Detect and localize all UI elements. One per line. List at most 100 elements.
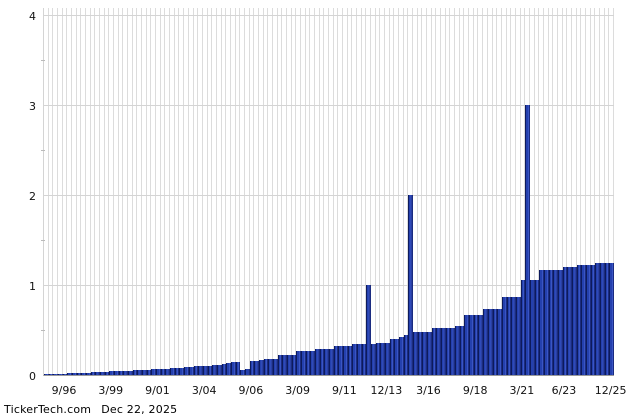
bar-slot-9/04 <box>212 8 217 375</box>
x-gridline <box>612 8 614 375</box>
x-gridline <box>94 8 96 375</box>
dividend-bar-3/22 <box>539 270 544 375</box>
x-gridline <box>206 8 208 375</box>
bar-slot-3/01 <box>146 8 152 375</box>
bar-slot-9/22 <box>548 8 554 375</box>
x-gridline <box>342 8 343 375</box>
dividend-bar-3/19 <box>483 309 488 375</box>
x-gridline <box>253 8 255 375</box>
bar-slot-12/21 <box>534 8 540 375</box>
x-axis: 9/96 3/99 9/01 3/04 9/06 3/09 9/11 12/13 3/16 9/1… <box>43 384 627 400</box>
dividend-bar-6/02 <box>170 368 175 375</box>
dividend-bar-6/98 <box>95 372 101 375</box>
dividend-bar-12/00 <box>142 370 147 375</box>
x-gridline <box>486 8 488 375</box>
bar-slot-6/14 <box>394 8 400 375</box>
bar-slot-3/22 <box>539 8 544 375</box>
y-minor-tick-3.5 <box>41 60 45 61</box>
x-gridline <box>463 8 465 375</box>
x-gridline <box>514 8 516 375</box>
dividend-bar-6/10 <box>319 349 325 375</box>
x-gridline <box>538 8 540 375</box>
x-gridline <box>365 8 367 375</box>
bar-slot-12/08 <box>291 8 297 375</box>
plot-area <box>43 8 614 376</box>
dividend-bar-12/08 <box>291 355 297 375</box>
dividend-bar-9/01 <box>156 369 161 375</box>
dividend-bar-9/00 <box>137 370 143 375</box>
dividend-bar-3/06 <box>240 370 245 375</box>
bar-slot-3/02 <box>165 8 171 375</box>
bar-slot-6/01 <box>151 8 157 375</box>
x-gridline <box>271 8 273 375</box>
x-gridline <box>524 8 526 375</box>
dividend-bar-12/99 <box>123 371 129 375</box>
x-gridline <box>519 8 521 375</box>
x-tick-label-3-09: 3/09 <box>285 384 310 397</box>
dividend-bar-9/03 <box>193 366 199 375</box>
bar-slot-3/07 <box>258 8 264 375</box>
x-gridline <box>472 8 474 375</box>
x-gridline <box>351 8 353 375</box>
x-gridline <box>584 8 586 375</box>
x-gridline <box>47 8 49 375</box>
bar-slot-12/20 <box>515 8 521 375</box>
x-gridline <box>556 8 558 375</box>
bar-slot-6/02 <box>170 8 175 375</box>
dividend-bar-12/16 <box>441 328 446 375</box>
bar-slot-6/21 <box>525 8 530 375</box>
x-gridline <box>309 8 311 375</box>
dividend-bar-6/20 <box>506 297 512 375</box>
dividend-bar-3/13 <box>371 344 376 375</box>
x-tick-label-3-21: 3/21 <box>509 384 535 397</box>
bar-slot-6/23 <box>562 8 568 375</box>
x-gridline <box>267 8 269 375</box>
bar-slot-6/25 <box>599 8 605 375</box>
dividend-bar-12/11 <box>347 346 353 375</box>
bar-slot-6/08 <box>282 8 287 375</box>
x-gridline <box>327 8 329 375</box>
x-gridline <box>150 8 152 375</box>
dividend-bar-12/12 <box>366 285 372 375</box>
dividend-bar-6/16 <box>431 328 437 375</box>
y-gridline-1 <box>44 285 614 286</box>
bar-slot-12/17 <box>459 8 465 375</box>
dividend-bar-6/19 <box>487 309 493 375</box>
bar-slot-12/05 <box>235 8 241 375</box>
bar-slot-12/11 <box>347 8 353 375</box>
dividend-bar-12/01 <box>160 369 166 375</box>
bar-slot-6/09 <box>300 8 306 375</box>
dividend-bar-12/17 <box>459 326 465 375</box>
x-tick-label-12-25: 12/25 <box>594 384 627 397</box>
bar-slot-6/24 <box>581 8 586 375</box>
x-gridline <box>281 8 283 375</box>
bar-slot-9/17 <box>455 8 460 375</box>
dividend-bar-9/25 <box>604 263 610 375</box>
bar-slot-6/12 <box>357 8 362 375</box>
x-gridline <box>276 8 278 375</box>
x-gridline <box>89 8 91 375</box>
x-gridline <box>379 8 381 375</box>
bar-slot-3/08 <box>277 8 283 375</box>
x-gridline <box>332 8 334 375</box>
bar-slot-12/12 <box>366 8 372 375</box>
bar-slot-9/15 <box>417 8 423 375</box>
bar-slot-9/14 <box>399 8 404 375</box>
bar-slot-3/00 <box>128 8 133 375</box>
x-gridline <box>229 8 231 375</box>
dividend-bar-9/99 <box>118 371 124 375</box>
x-gridline <box>426 8 428 375</box>
bar-slot-9/18 <box>473 8 479 375</box>
bar-slot-6/18 <box>469 8 474 375</box>
x-gridline <box>239 8 241 375</box>
dividend-bar-12/97 <box>86 373 91 375</box>
x-gridline <box>80 8 82 375</box>
bar-slot-6/97 <box>76 8 82 375</box>
dividend-bar-9/02 <box>174 368 180 375</box>
x-gridline <box>113 8 115 375</box>
bar-slot-9/11 <box>343 8 348 375</box>
x-gridline <box>52 8 54 375</box>
bar-slot-3/21 <box>520 8 526 375</box>
dividend-bar-3/11 <box>333 346 339 375</box>
